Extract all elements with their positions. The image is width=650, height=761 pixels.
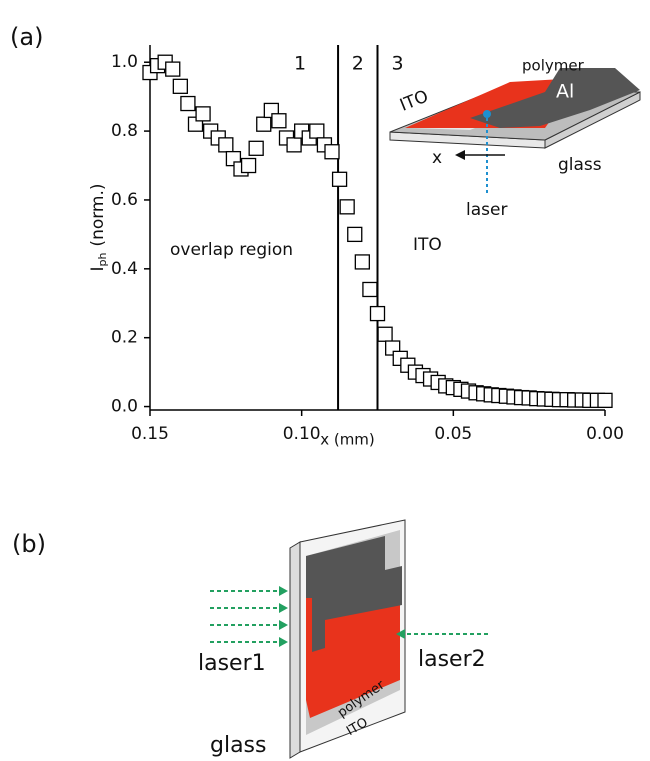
panel-label: (a) [10, 23, 43, 51]
y-tick-label: 0.6 [111, 190, 138, 210]
marker [286, 137, 302, 153]
marker [271, 113, 287, 129]
marker [240, 157, 257, 174]
marker [195, 106, 211, 122]
x-tick-label: 0.05 [434, 424, 472, 444]
inset-label: polymer [522, 57, 585, 75]
marker [354, 254, 370, 270]
y-tick-label: 1.0 [111, 52, 138, 72]
y-axis-label-part: ph [96, 253, 109, 267]
marker [165, 61, 181, 77]
marker [362, 281, 378, 298]
device-diagram: laser1 laser2 polymer ITO glass [198, 519, 488, 759]
region-label: 3 [391, 53, 403, 75]
marker [347, 226, 363, 243]
region-label: 1 [294, 53, 306, 75]
marker [256, 116, 272, 132]
inset-label: glass [558, 155, 602, 175]
device-label: laser1 [198, 651, 266, 676]
marker [369, 305, 386, 322]
marker [331, 171, 348, 187]
annotation: ITO [413, 235, 442, 255]
inset-diagram: ITO polymer Al x glass laser [389, 57, 641, 220]
inset-label: laser [466, 200, 507, 220]
y-tick-label: 0.8 [111, 121, 138, 141]
x-tick-label: 0.15 [131, 424, 169, 444]
marker [218, 137, 234, 153]
inset-label: ITO [397, 86, 431, 115]
panel-label: (b) [12, 530, 46, 558]
y-tick-label: 0.2 [111, 328, 138, 348]
x-tick-label: 0.00 [586, 424, 624, 444]
device-label: laser2 [418, 647, 486, 672]
inset-label: x [432, 148, 442, 168]
marker [597, 392, 613, 409]
device-label: glass [210, 733, 266, 758]
marker [180, 95, 196, 112]
marker [324, 144, 340, 160]
y-axis-label: Iph (norm.) [88, 183, 109, 271]
y-axis-label-part: I [88, 267, 108, 272]
marker [339, 199, 355, 215]
x-axis-label: x (mm) [320, 431, 375, 449]
inset-label: Al [556, 81, 574, 103]
marker [309, 123, 325, 139]
annotation: overlap region [170, 240, 293, 260]
marker [377, 326, 393, 342]
y-tick-label: 0.0 [111, 397, 138, 417]
marker [172, 78, 188, 94]
region-label: 2 [352, 53, 364, 75]
marker [248, 140, 264, 156]
y-tick-label: 0.4 [111, 259, 138, 279]
x-tick-label: 0.10 [283, 424, 321, 444]
y-axis-label-part: (norm.) [88, 183, 108, 246]
